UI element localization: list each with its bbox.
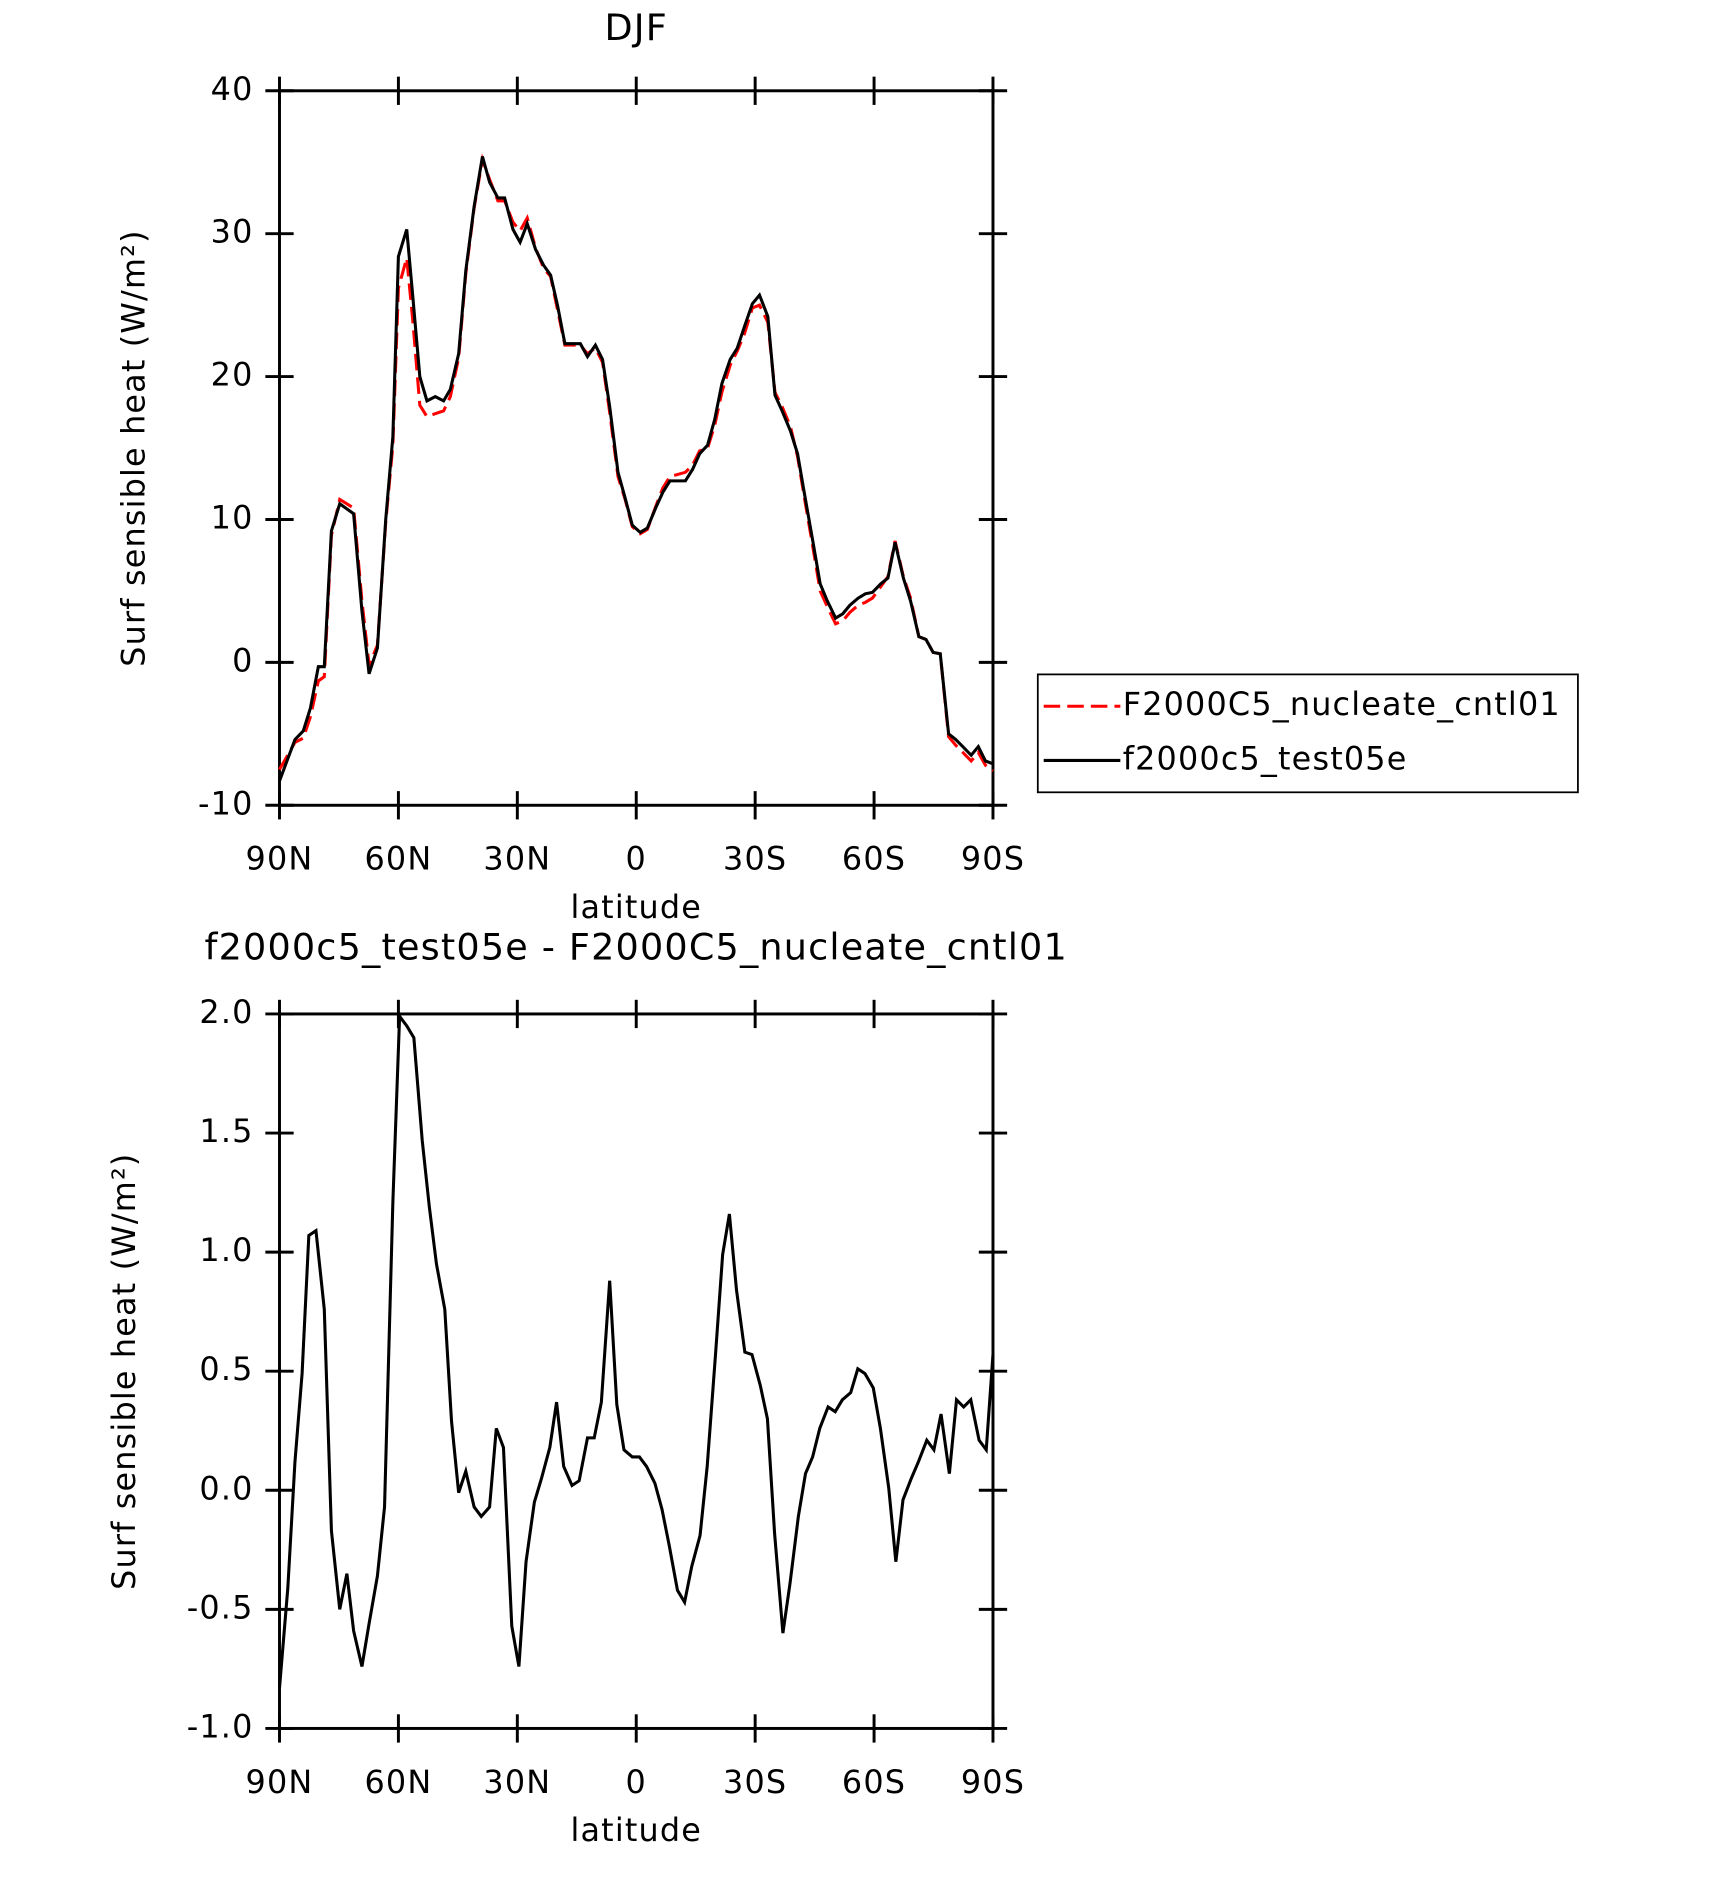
y-tick-label: -10 [198, 784, 254, 822]
x-tick-label: 60N [364, 1763, 432, 1801]
x-tick-label: 90N [246, 1763, 314, 1801]
x-tick-label: 60N [364, 840, 432, 878]
x-tick-label: 90S [961, 840, 1025, 878]
x-axis-label: latitude [570, 1811, 702, 1849]
x-tick-label: 0 [626, 1763, 647, 1801]
data-line [278, 156, 994, 782]
x-tick-label: 60S [842, 1763, 906, 1801]
y-tick-label: 10 [211, 498, 254, 536]
x-tick-label: 90S [961, 1763, 1025, 1801]
legend-label: F2000C5_nucleate_cntl01 [1123, 685, 1561, 723]
y-axis-label: Surf sensible heat (W/m²) [105, 1153, 143, 1590]
y-tick-label: 0.0 [199, 1469, 253, 1507]
chart-title: DJF [604, 6, 667, 49]
chart-title: f2000c5_test05e - F2000C5_nucleate_cntl0… [205, 926, 1068, 969]
y-tick-label: 0 [232, 641, 253, 679]
plot-frame [278, 89, 995, 807]
y-tick-label: 20 [211, 356, 254, 394]
y-tick-label: -0.5 [187, 1588, 254, 1626]
x-tick-label: 30S [723, 840, 787, 878]
y-tick-label: 2.0 [199, 993, 253, 1031]
legend-box [1036, 673, 1579, 794]
x-tick-label: 60S [842, 840, 906, 878]
legend-label: f2000c5_test05e [1123, 739, 1408, 777]
x-tick-label: 0 [626, 840, 647, 878]
y-tick-label: -1.0 [187, 1707, 254, 1745]
y-tick-label: 0.5 [199, 1350, 253, 1388]
plot-frame [278, 1012, 995, 1730]
x-axis-label: latitude [570, 888, 702, 926]
y-tick-label: 1.5 [199, 1112, 253, 1150]
y-tick-label: 30 [211, 213, 254, 251]
y-tick-label: 1.0 [199, 1231, 253, 1269]
x-tick-label: 90N [246, 840, 314, 878]
data-line [278, 153, 994, 773]
y-tick-label: 40 [211, 70, 254, 108]
x-tick-label: 30N [483, 1763, 551, 1801]
x-tick-label: 30S [723, 1763, 787, 1801]
x-tick-label: 30N [483, 840, 551, 878]
y-axis-label: Surf sensible heat (W/m²) [115, 229, 153, 666]
data-line [277, 1011, 995, 1689]
